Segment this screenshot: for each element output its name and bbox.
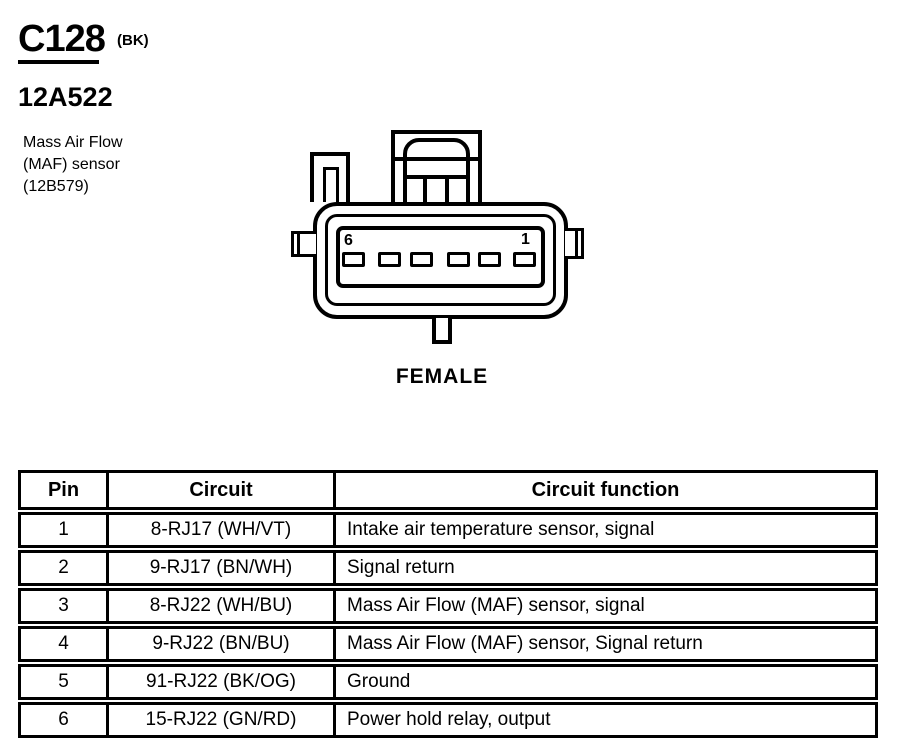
left-mount-tab-detail — [297, 234, 300, 254]
pin-number-label-6: 6 — [344, 232, 353, 249]
table-row: 2 9-RJ17 (BN/WH) Signal return — [18, 550, 878, 586]
table-row: 3 8-RJ22 (WH/BU) Mass Air Flow (MAF) sen… — [18, 588, 878, 624]
table-row: 5 91-RJ22 (BK/OG) Ground — [18, 664, 878, 700]
top-housing-divider — [391, 157, 482, 161]
component-description: Mass Air Flow (MAF) sensor (12B579) — [23, 132, 123, 198]
pin-cell: 3 — [21, 591, 109, 621]
pin-cell: 6 — [21, 705, 109, 735]
table-row: 6 15-RJ22 (GN/RD) Power hold relay, outp… — [18, 702, 878, 738]
latch-outline — [310, 152, 350, 202]
connector-id-underline — [18, 60, 99, 64]
pin-slot-3 — [447, 252, 470, 267]
pin-slot-1 — [513, 252, 536, 267]
pin-slot-4 — [410, 252, 433, 267]
pin-slot-2 — [478, 252, 501, 267]
pin-cavity — [336, 226, 545, 288]
top-housing-rib — [466, 178, 470, 203]
pin-slot-5 — [378, 252, 401, 267]
description-line: (12B579) — [23, 178, 89, 195]
connector-inner-outline — [325, 214, 556, 306]
description-line: Mass Air Flow — [23, 134, 123, 151]
right-mount-tab-detail — [575, 231, 578, 256]
left-mount-tab — [291, 231, 316, 257]
pinout-table: Pin Circuit Circuit function 1 8-RJ17 (W… — [18, 470, 878, 738]
circuit-cell: 15-RJ22 (GN/RD) — [109, 705, 336, 735]
circuit-cell: 8-RJ17 (WH/VT) — [109, 515, 336, 545]
circuit-cell: 9-RJ17 (BN/WH) — [109, 553, 336, 583]
table-header-row: Pin Circuit Circuit function — [18, 470, 878, 510]
gender-label: FEMALE — [395, 365, 489, 388]
pin-cell: 2 — [21, 553, 109, 583]
connector-diagram: 6 1 FEMALE — [280, 120, 610, 420]
bottom-index-tab — [432, 318, 452, 344]
circuit-function-cell: Power hold relay, output — [347, 709, 551, 730]
pin-cell: 1 — [21, 515, 109, 545]
pin-slot-6 — [342, 252, 365, 267]
pin-cell: 5 — [21, 667, 109, 697]
circuit-cell: 9-RJ22 (BN/BU) — [109, 629, 336, 659]
description-line: (MAF) sensor — [23, 156, 120, 173]
column-header-circuit-function: Circuit function — [531, 478, 680, 501]
table-row: 1 8-RJ17 (WH/VT) Intake air temperature … — [18, 512, 878, 548]
pin-cell: 4 — [21, 629, 109, 659]
top-housing-outline — [391, 130, 482, 202]
circuit-function-cell: Intake air temperature sensor, signal — [347, 519, 655, 540]
circuit-function-cell: Mass Air Flow (MAF) sensor, signal — [347, 595, 645, 616]
right-mount-tab — [565, 228, 584, 259]
connector-color-code: (BK) — [117, 32, 149, 49]
circuit-function-cell: Mass Air Flow (MAF) sensor, Signal retur… — [347, 633, 703, 654]
top-housing-rib — [403, 178, 407, 203]
latch-slot — [323, 167, 339, 202]
column-header-circuit: Circuit — [109, 473, 336, 507]
top-housing-rib — [423, 178, 427, 203]
column-header-pin: Pin — [21, 473, 109, 507]
connector-id: C128 — [18, 18, 106, 60]
circuit-function-cell: Signal return — [347, 557, 455, 578]
part-number: 12A522 — [18, 82, 113, 112]
circuit-cell: 91-RJ22 (BK/OG) — [109, 667, 336, 697]
pin-number-label-1: 1 — [521, 231, 530, 248]
circuit-function-cell: Ground — [347, 671, 411, 692]
circuit-cell: 8-RJ22 (WH/BU) — [109, 591, 336, 621]
table-row: 4 9-RJ22 (BN/BU) Mass Air Flow (MAF) sen… — [18, 626, 878, 662]
top-housing-rib — [445, 178, 449, 203]
